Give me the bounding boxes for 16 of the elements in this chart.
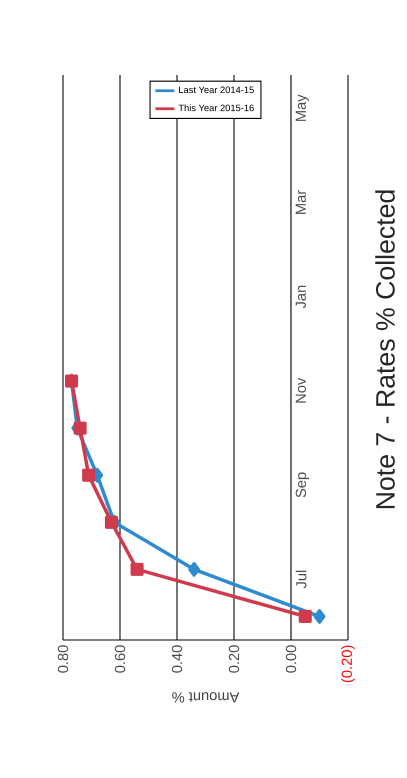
x-axis-title: Amount % [172,692,240,702]
y-tick-label: Sep [296,472,309,498]
legend-label: Last Year 2014-15 [179,86,254,94]
y-tick-label: Jan [296,286,306,308]
y-tick-label: May [296,94,309,121]
x-tick-label: 0.60 [114,645,126,673]
y-tick-label: Nov [296,378,306,403]
x-tick-label: (0.20) [341,646,355,682]
x-tick-label: 0.80 [58,645,68,673]
x-tick-label: 0.40 [172,645,182,673]
y-tick-label: Jul [296,570,306,588]
legend-label: This Year 2015-16 [178,104,254,112]
text: Note 7 - Rates % Collected [375,190,395,508]
x-tick-label: 0.20 [228,645,240,673]
y-tick-label: Mar [296,190,306,214]
x-tick-label: 0.00 [286,645,296,673]
